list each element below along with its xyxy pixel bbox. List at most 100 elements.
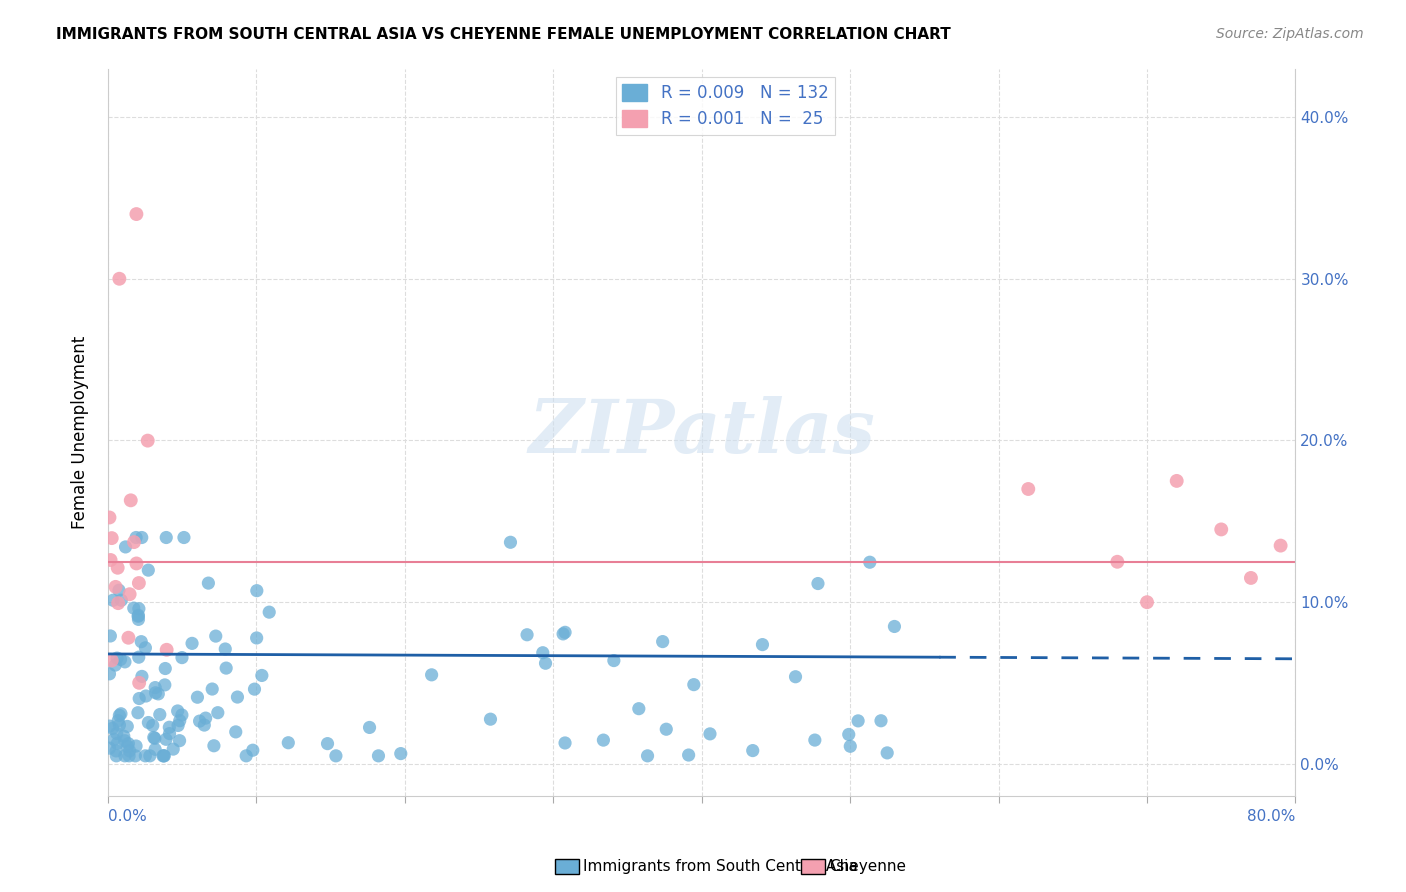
Point	[804, 733, 827, 747]
Point	[127, 608, 149, 623]
Point	[125, 557, 148, 571]
Point	[883, 619, 905, 633]
Point	[149, 707, 172, 722]
Point	[215, 661, 238, 675]
Point	[125, 739, 148, 753]
Point	[117, 631, 139, 645]
Point	[214, 642, 236, 657]
Point	[131, 669, 153, 683]
Point	[699, 727, 721, 741]
Point	[859, 555, 882, 569]
Point	[389, 747, 412, 761]
Point	[107, 560, 129, 574]
Text: Cheyenne: Cheyenne	[830, 859, 907, 873]
Point	[131, 531, 153, 545]
Point	[1166, 474, 1188, 488]
Point	[108, 708, 131, 723]
Point	[125, 531, 148, 545]
Point	[118, 587, 141, 601]
Point	[134, 748, 156, 763]
Point	[194, 711, 217, 725]
Point	[103, 732, 125, 747]
Point	[157, 720, 180, 734]
Point	[100, 653, 122, 667]
Point	[170, 708, 193, 723]
Point	[153, 748, 176, 763]
Point	[142, 731, 165, 745]
Point	[125, 207, 148, 221]
Point	[325, 748, 347, 763]
Point	[246, 583, 269, 598]
Point	[138, 715, 160, 730]
Point	[678, 747, 700, 762]
Point	[117, 739, 139, 754]
Point	[870, 714, 893, 728]
Point	[186, 690, 208, 705]
Point	[105, 744, 128, 758]
Point	[143, 731, 166, 746]
Point	[277, 736, 299, 750]
Point	[603, 654, 626, 668]
Point	[359, 721, 381, 735]
Point	[107, 714, 129, 728]
Point	[173, 531, 195, 545]
Point	[316, 737, 339, 751]
Point	[1211, 523, 1233, 537]
Point	[554, 625, 576, 640]
Point	[114, 733, 136, 747]
Point	[162, 742, 184, 756]
Point	[155, 732, 177, 747]
Point	[107, 596, 129, 610]
Point	[105, 736, 128, 750]
Point	[117, 719, 139, 733]
Point	[531, 646, 554, 660]
Point	[188, 714, 211, 728]
Point	[124, 748, 146, 763]
Point	[682, 678, 704, 692]
Point	[129, 634, 152, 648]
Point	[197, 576, 219, 591]
Point	[104, 658, 127, 673]
Point	[246, 631, 269, 645]
Point	[152, 748, 174, 763]
Point	[98, 629, 121, 643]
Point	[143, 681, 166, 695]
Point	[128, 601, 150, 615]
Point	[592, 733, 614, 747]
Point	[226, 690, 249, 704]
Point	[134, 640, 156, 655]
Text: Immigrants from South Central Asia: Immigrants from South Central Asia	[583, 859, 859, 873]
Point	[420, 668, 443, 682]
Point	[479, 712, 502, 726]
Point	[128, 691, 150, 706]
Point	[201, 681, 224, 696]
Point	[118, 744, 141, 758]
Point	[839, 739, 862, 754]
Point	[128, 650, 150, 665]
Point	[98, 666, 121, 681]
Point	[169, 714, 191, 728]
Point	[202, 739, 225, 753]
Point	[117, 737, 139, 751]
Point	[112, 729, 135, 743]
Point	[169, 733, 191, 747]
Point	[110, 652, 132, 666]
Point	[235, 748, 257, 763]
Point	[98, 741, 121, 756]
Point	[170, 650, 193, 665]
Point	[104, 580, 127, 594]
Legend: R = 0.009   N = 132, R = 0.001   N =  25: R = 0.009 N = 132, R = 0.001 N = 25	[616, 77, 835, 135]
Text: Source: ZipAtlas.com: Source: ZipAtlas.com	[1216, 27, 1364, 41]
Point	[159, 726, 181, 740]
Point	[166, 704, 188, 718]
Point	[108, 272, 131, 286]
Point	[101, 722, 124, 736]
Point	[156, 642, 179, 657]
Point	[1240, 571, 1263, 585]
Point	[551, 627, 574, 641]
Point	[110, 593, 132, 607]
Point	[139, 748, 162, 763]
Text: 0.0%: 0.0%	[108, 809, 146, 824]
Point	[114, 540, 136, 554]
Point	[127, 609, 149, 624]
